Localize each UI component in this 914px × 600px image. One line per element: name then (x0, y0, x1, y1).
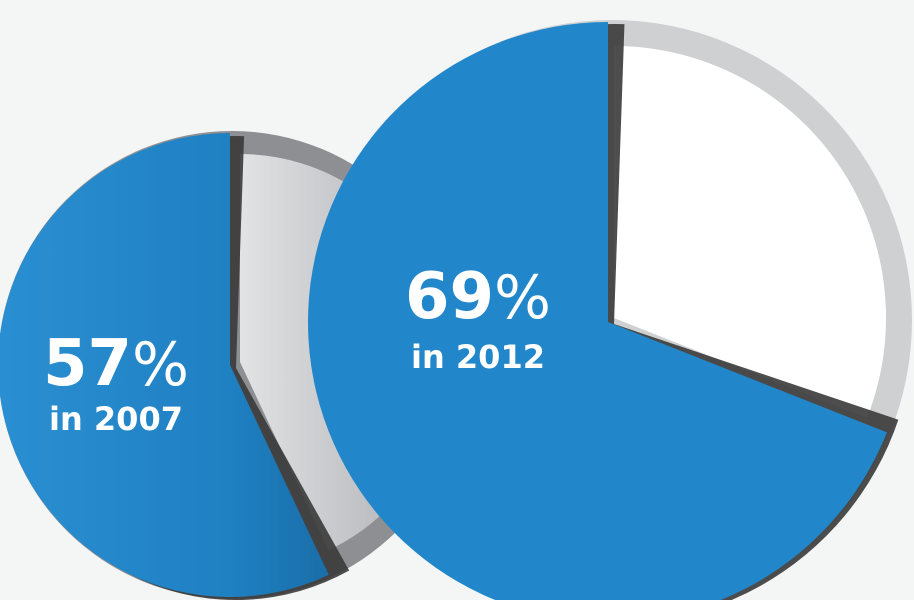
pie-2012-remainder-slice (614, 46, 887, 419)
pie-2007-value-label: 57% (43, 327, 189, 401)
pie-2007-year-label: in 2007 (49, 400, 183, 438)
pie-2012-value-label: 69% (405, 260, 551, 334)
pie-2007-value-slice (0, 133, 329, 597)
pie-2012: 69% in 2012 (308, 20, 912, 600)
pie-2012-year-label: in 2012 (411, 338, 545, 376)
pie-2012-value-number: 69 (405, 260, 494, 334)
pie-2007-percent-sign: % (132, 330, 189, 400)
pie-2012-percent-sign: % (494, 263, 551, 333)
pie-2007-value-number: 57 (43, 327, 132, 401)
pie-2012-value-slice (308, 22, 887, 600)
